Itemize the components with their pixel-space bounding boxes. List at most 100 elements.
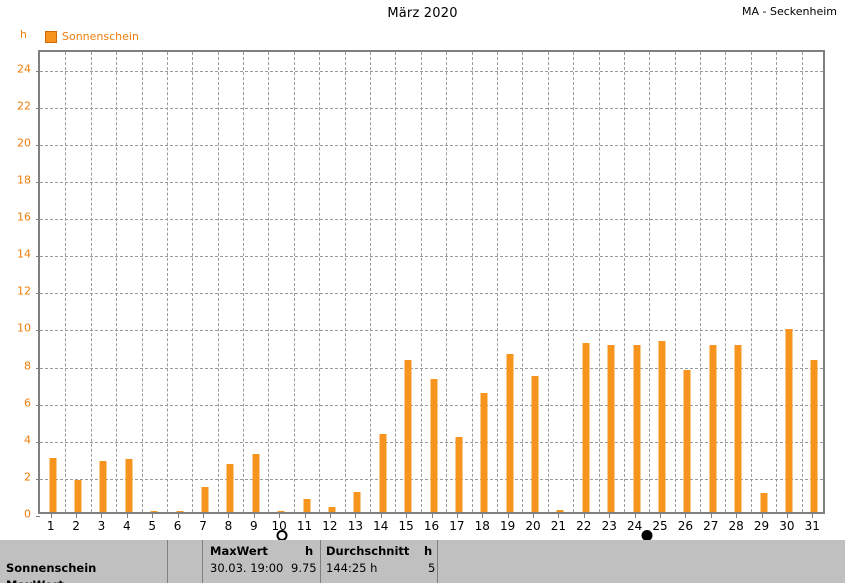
bar-day-9 [252, 453, 260, 512]
gridline-vertical [243, 52, 245, 512]
x-tick-mark [786, 514, 788, 518]
bar-day-5 [150, 510, 158, 512]
bar-day-25 [658, 341, 666, 512]
x-tick-label-day-9: 9 [249, 519, 258, 533]
x-tick-label-day-19: 19 [500, 519, 516, 533]
bar-day-27 [709, 344, 717, 512]
y-axis-unit-label: h [20, 28, 27, 41]
x-tick-mark [177, 514, 179, 518]
x-tick-label-day-8: 8 [224, 519, 233, 533]
gridline-vertical [522, 52, 524, 512]
bar-day-21 [556, 510, 564, 512]
x-tick-label-day-14: 14 [373, 519, 389, 533]
gridline-vertical [420, 52, 422, 512]
y-tick-label: 0 [24, 507, 31, 521]
x-tick-label-day-28: 28 [728, 519, 744, 533]
gridline-horizontal [40, 330, 823, 332]
x-tick-mark [609, 514, 611, 518]
y-tick-mark [36, 181, 40, 183]
y-tick-mark [36, 330, 40, 332]
bar-day-10 [277, 510, 285, 512]
x-tick-mark [482, 514, 484, 518]
x-tick-mark [279, 514, 281, 518]
plot-area [36, 50, 825, 517]
bar-day-30 [785, 329, 793, 512]
gridline-vertical [446, 52, 448, 512]
stats-avg-unit: h [424, 544, 433, 558]
x-tick-mark [533, 514, 535, 518]
y-tick-mark [36, 219, 40, 221]
stats-max-unit: h [305, 544, 314, 558]
y-tick-mark [36, 478, 40, 480]
gridline-vertical [293, 52, 295, 512]
y-axis-labels: 0 2 4 6 8 10 12 14 16 18 20 22 24 [0, 50, 38, 520]
gridline-vertical [192, 52, 194, 512]
x-tick-mark [50, 514, 52, 518]
gridline-vertical [674, 52, 676, 512]
gridline-horizontal [40, 107, 823, 109]
gridline-vertical [141, 52, 143, 512]
x-tick-label-day-3: 3 [97, 519, 106, 533]
y-tick-mark [36, 404, 40, 406]
x-tick-label-day-21: 21 [550, 519, 567, 533]
x-tick-mark [761, 514, 763, 518]
stats-max-value: 9.75 [291, 561, 317, 575]
stats-avg-value: 5 [428, 561, 436, 575]
x-tick-mark [659, 514, 661, 518]
gridline-horizontal [40, 367, 823, 369]
full-moon-icon [641, 530, 653, 541]
bar-day-23 [607, 344, 615, 512]
y-tick-label: 8 [24, 359, 31, 373]
bar-day-6 [176, 510, 184, 512]
x-tick-label-day-25: 25 [652, 519, 668, 533]
gridline-vertical [573, 52, 575, 512]
gridline-vertical [65, 52, 67, 512]
x-tick-label-day-7: 7 [199, 519, 207, 533]
gridline-horizontal [40, 293, 823, 295]
bar-day-12 [328, 507, 336, 512]
x-tick-label-day-2: 2 [72, 519, 80, 533]
x-tick-label-day-11: 11 [296, 519, 313, 533]
y-tick-label: 20 [17, 136, 31, 150]
y-tick-mark [36, 256, 40, 258]
gridline-vertical [217, 52, 219, 512]
x-tick-label-day-31: 31 [804, 519, 820, 533]
bar-day-31 [810, 359, 818, 512]
y-tick-label: 12 [17, 284, 31, 298]
y-tick-label: 4 [24, 433, 31, 447]
bar-day-4 [125, 459, 133, 512]
x-tick-label-day-26: 26 [677, 519, 693, 533]
gridline-horizontal [40, 181, 823, 183]
page-title: März 2020 [387, 6, 458, 21]
bar-day-18 [480, 393, 488, 512]
x-tick-mark [228, 514, 230, 518]
bar-day-13 [353, 491, 361, 512]
x-tick-label-day-18: 18 [474, 519, 490, 533]
y-tick-mark [36, 293, 40, 295]
x-tick-label-day-15: 15 [398, 519, 414, 533]
y-tick-label: 2 [24, 470, 31, 484]
stats-row-label-maxwert: MaxWert [6, 578, 64, 583]
x-tick-mark [76, 514, 78, 518]
bar-day-19 [506, 354, 514, 512]
x-tick-mark [710, 514, 712, 518]
bar-day-29 [760, 492, 768, 512]
gridline-vertical [395, 52, 397, 512]
stats-max-when: 30.03. 19:00 [210, 561, 284, 575]
bar-day-20 [531, 375, 539, 512]
gridline-vertical [268, 52, 270, 512]
y-tick-label: 18 [17, 173, 31, 187]
bar-day-16 [430, 379, 437, 512]
bar-day-7 [201, 486, 209, 512]
x-tick-label-day-24: 24 [626, 519, 643, 533]
gridline-vertical [344, 52, 346, 512]
gridline-vertical [801, 52, 803, 512]
y-tick-label: 10 [17, 321, 31, 335]
y-tick-mark [36, 367, 40, 369]
stats-avg-total: 144:25 h [326, 561, 378, 575]
bar-day-8 [226, 463, 234, 512]
stats-row-label-sonnenschein: Sonnenschein [6, 561, 97, 575]
bar-day-28 [734, 344, 742, 512]
y-tick-label: 6 [24, 396, 31, 410]
